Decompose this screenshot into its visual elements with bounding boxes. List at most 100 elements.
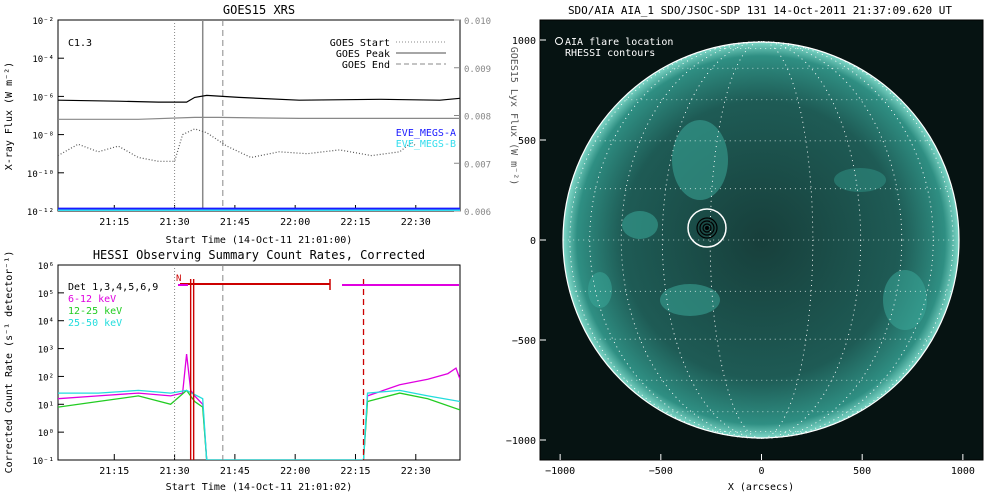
goes-x-tick-label: 21:45: [220, 217, 250, 228]
goes-title: GOES15 XRS: [223, 3, 295, 17]
goes-y-tick-label: 10⁻¹⁰: [27, 170, 54, 180]
aia-solar-disk: [563, 42, 959, 438]
hessi-flag-bar: N: [176, 274, 459, 290]
hessi-x-tick-label: 21:15: [99, 466, 129, 477]
aia-y-tick-label: −500: [512, 336, 536, 347]
hessi-legend: Det 1,3,4,5,6,9 6-12 keV 12-25 keV 25-50…: [68, 282, 158, 329]
aia-x-tick-label: −1000: [545, 466, 575, 477]
aia-y-tick-label: 0: [530, 236, 536, 247]
hessi-y-tick-label: 10⁴: [38, 318, 54, 328]
goes-event-markers: [174, 20, 224, 211]
hessi-y-label: Corrected Count Rate (s⁻¹ detector⁻¹): [4, 251, 15, 474]
goes-x-tick-label: 22:30: [401, 217, 431, 228]
goes-x-tick-label: 21:15: [99, 217, 129, 228]
goes-y2-tick-label: 0.010: [464, 17, 491, 27]
goes-panel: GOES15 XRS 21:15 21:30 21:45 22:00 22:15 22:3…: [4, 3, 519, 246]
aia-legend-flare: AIA flare location: [565, 37, 673, 48]
aia-flare-marker: [687, 208, 727, 248]
hessi-x-label: Start Time (14-Oct-11 21:01:02): [166, 482, 353, 493]
aia-y-tick-label: −1000: [506, 436, 536, 447]
goes-x-tick-label: 22:00: [280, 217, 310, 228]
goes-y-label: X-ray Flux (W m⁻²): [4, 62, 15, 170]
goes-y-tick-label: 10⁻⁸: [32, 132, 54, 142]
aia-x-tick-label: 500: [853, 466, 871, 477]
aia-active-region: [622, 211, 658, 239]
aia-solar-limb: [562, 41, 960, 439]
hessi-legend-25-50: 25-50 keV: [68, 318, 122, 329]
goes-legend-end: GOES End: [342, 60, 390, 71]
aia-active-region: [883, 270, 927, 330]
goes-series-line: [58, 94, 460, 103]
goes-legend-start: GOES Start: [330, 38, 390, 49]
goes-x-tick-label: 21:30: [160, 217, 190, 228]
hessi-x-tick-label: 21:30: [160, 466, 190, 477]
hessi-y-tick-label: 10³: [38, 346, 54, 356]
aia-y-axis: 1000 500 0 −500 −1000: [506, 36, 546, 447]
hessi-flag-label: N: [176, 274, 181, 284]
aia-y-tick-label: 500: [518, 136, 536, 147]
goes-eve-b-label: EVE_MEGS-B: [396, 139, 456, 150]
aia-active-region: [672, 120, 728, 200]
aia-x-tick-label: 1000: [951, 466, 975, 477]
goes-y2-tick-label: 0.006: [464, 208, 491, 218]
rhessi-contour: [702, 223, 712, 233]
aia-title: SDO/AIA AIA_1 SDO/JSOC-SDP 131 14-Oct-20…: [568, 4, 952, 17]
goes-class-label: C1.3: [68, 38, 92, 49]
aia-active-region: [660, 284, 720, 316]
goes-plot-frame: [57, 19, 461, 212]
hessi-y-tick-label: 10²: [38, 373, 54, 383]
goes-y2-tick-label: 0.009: [464, 65, 491, 75]
rhessi-contour: [705, 226, 709, 230]
goes-y2-tick-label: 0.007: [464, 160, 491, 170]
hessi-x-tick-label: 21:45: [220, 466, 250, 477]
hessi-legend-6-12: 6-12 keV: [68, 294, 116, 305]
hessi-y-tick-label: 10⁵: [38, 290, 54, 300]
hessi-legend-det: Det 1,3,4,5,6,9: [68, 282, 158, 293]
aia-active-region: [834, 168, 886, 192]
hessi-x-tick-label: 22:30: [401, 466, 431, 477]
hessi-panel: HESSI Observing Summary Count Rates, Cor…: [4, 248, 461, 493]
goes-x-label: Start Time (14-Oct-11 21:01:00): [166, 235, 353, 246]
hessi-x-tick-label: 22:15: [340, 466, 370, 477]
hessi-plot-frame: [57, 264, 461, 461]
aia-grid-longitude: [569, 41, 954, 439]
aia-x-tick-label: −500: [649, 466, 673, 477]
goes-eve-a-label: EVE_MEGS-A: [396, 128, 456, 139]
aia-y-tick-label: 1000: [512, 36, 536, 47]
aia-legend-rhessi: RHESSI contours: [565, 48, 655, 59]
goes-y-tick-label: 10⁻⁴: [32, 55, 54, 65]
aia-legend: AIA flare location RHESSI contours: [555, 37, 673, 59]
goes-y2-label: GOES15 Lyx Flux (W m⁻²): [508, 47, 519, 185]
goes-legend: GOES Start GOES Peak GOES End: [330, 38, 446, 71]
aia-grid-longitude: [620, 41, 903, 439]
aia-x-label: X (arcsecs): [728, 482, 794, 493]
aia-active-regions: [588, 120, 927, 330]
goes-y-tick-label: 10⁻²: [32, 17, 54, 27]
goes-series-line: [58, 128, 417, 162]
aia-x-axis: −1000 −500 0 500 1000: [545, 454, 975, 477]
goes-series-group: [58, 94, 460, 211]
hessi-y-tick-label: 10¹: [38, 401, 54, 411]
rhessi-contour: [699, 220, 715, 236]
goes-y-axis: 10⁻² 10⁻⁴ 10⁻⁶ 10⁻⁸ 10⁻¹⁰ 10⁻¹²: [27, 17, 64, 218]
rhessi-contour: [696, 217, 718, 239]
aia-x-tick-label: 0: [758, 466, 764, 477]
goes-y-tick-label: 10⁻¹²: [27, 208, 54, 218]
hessi-legend-12-25: 12-25 keV: [68, 306, 122, 317]
aia-panel: SDO/AIA AIA_1 SDO/JSOC-SDP 131 14-Oct-20…: [506, 4, 984, 493]
hessi-series-line: [58, 354, 460, 460]
hessi-x-tick-label: 22:00: [280, 466, 310, 477]
hessi-y-tick-label: 10⁶: [38, 262, 54, 272]
aia-flare-circle: [687, 208, 727, 248]
hessi-x-axis: 21:15 21:30 21:45 22:00 22:15 22:30: [99, 454, 431, 477]
goes-y2-tick-label: 0.008: [464, 113, 491, 123]
aia-active-region: [588, 272, 612, 308]
hessi-series-line: [58, 389, 460, 460]
goes-y-tick-label: 10⁻⁶: [32, 93, 54, 103]
hessi-y-tick-label: 10⁰: [38, 429, 54, 439]
hessi-series-group: [58, 354, 460, 460]
hessi-title: HESSI Observing Summary Count Rates, Cor…: [93, 248, 425, 262]
goes-series-line: [58, 116, 460, 120]
